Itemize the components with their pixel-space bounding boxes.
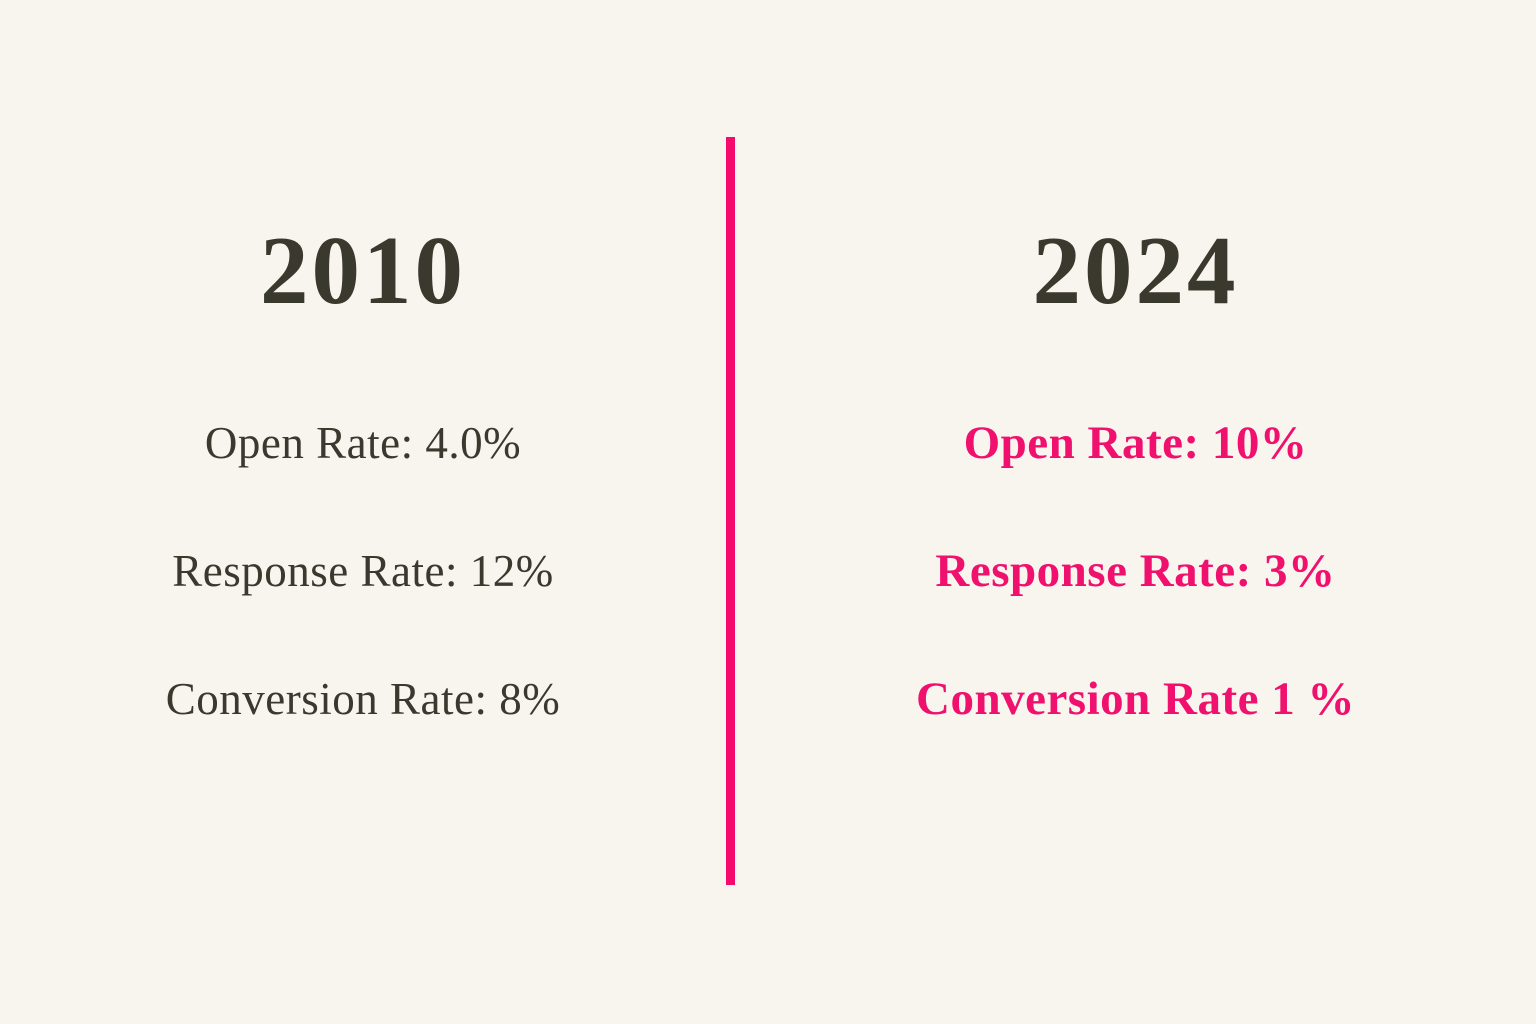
stat-open-rate-2010: Open Rate: 4.0%	[204, 418, 522, 468]
stat-response-rate-2024: Response Rate: 3%	[935, 545, 1336, 597]
stats-list-2010: Open Rate: 4.0% Response Rate: 12% Conve…	[0, 415, 726, 728]
year-title-2024: 2024	[1032, 217, 1239, 324]
column-2010: 2010 Open Rate: 4.0% Response Rate: 12% …	[0, 0, 726, 1024]
year-title-2010: 2010	[260, 217, 466, 324]
stats-list-2024: Open Rate: 10% Response Rate: 3% Convers…	[735, 415, 1536, 728]
vertical-divider	[726, 137, 735, 885]
stat-open-rate-2024: Open Rate: 10%	[963, 417, 1308, 469]
stat-conversion-rate-2024: Conversion Rate 1 %	[916, 673, 1355, 725]
column-2024: 2024 Open Rate: 10% Response Rate: 3% Co…	[735, 0, 1536, 1024]
stat-conversion-rate-2010: Conversion Rate: 8%	[165, 674, 561, 724]
stat-response-rate-2010: Response Rate: 12%	[172, 546, 554, 596]
